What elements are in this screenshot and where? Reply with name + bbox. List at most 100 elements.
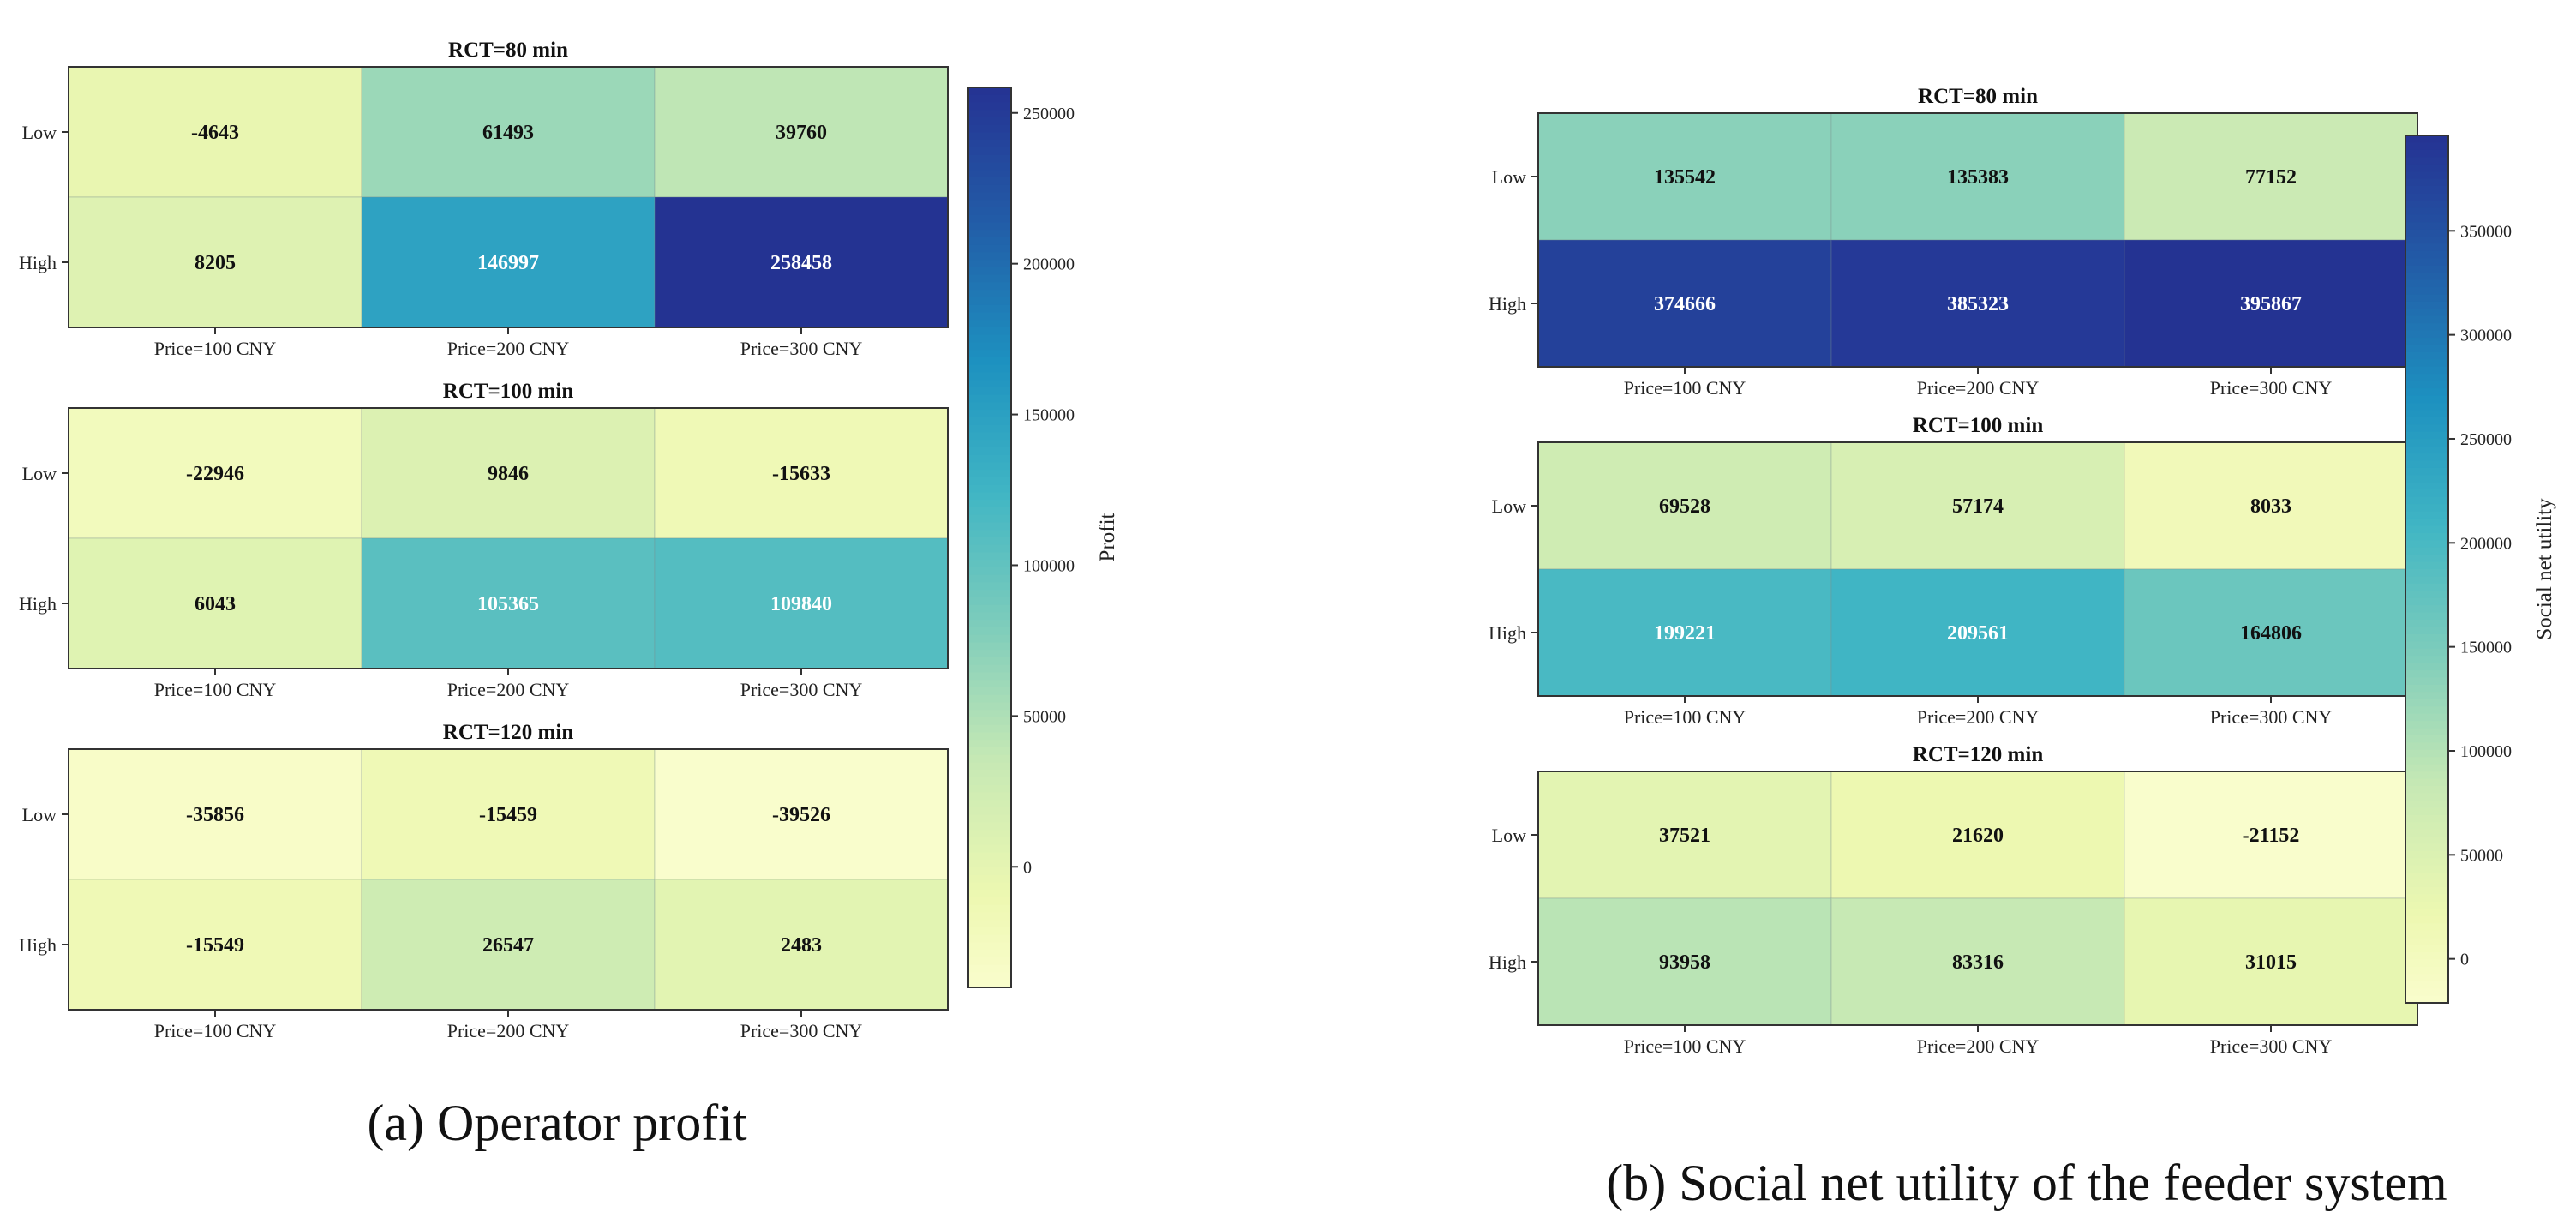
colorbar-segment bbox=[2405, 837, 2448, 845]
colorbar-frame bbox=[2405, 135, 2449, 1004]
colorbar-segment bbox=[2405, 858, 2448, 867]
colorbar-segment bbox=[968, 860, 1011, 868]
colorbar-segment bbox=[968, 972, 1011, 981]
cell-value-label: 9846 bbox=[488, 463, 529, 485]
colorbar-segment bbox=[968, 500, 1011, 508]
cell-value-label: -39526 bbox=[772, 804, 830, 826]
x-tick-label: Price=100 CNY bbox=[1624, 706, 1746, 728]
colorbar-tick-label: 150000 bbox=[2460, 639, 2512, 657]
heatmap-cell bbox=[1537, 771, 1832, 899]
colorbar-segment bbox=[968, 717, 1011, 726]
colorbar-segment bbox=[968, 334, 1011, 344]
colorbar-segment bbox=[968, 214, 1011, 224]
colorbar-segment bbox=[2405, 597, 2448, 606]
colorbar-segment bbox=[968, 920, 1011, 928]
colorbar-segment bbox=[968, 807, 1011, 816]
colorbar-segment bbox=[2405, 612, 2448, 621]
cell-value-label: 105365 bbox=[477, 593, 539, 615]
colorbar-segment bbox=[968, 634, 1011, 644]
heatmap-cell bbox=[1537, 239, 1832, 368]
y-tick-label: Low bbox=[1492, 166, 1526, 188]
colorbar-segment bbox=[2405, 323, 2448, 332]
x-tick-label: Price=300 CNY bbox=[2210, 1035, 2333, 1057]
colorbar-segment bbox=[2405, 909, 2448, 917]
colorbar-segment bbox=[968, 747, 1011, 756]
heatmap-cell bbox=[1830, 112, 2125, 241]
colorbar-segment bbox=[968, 184, 1011, 194]
colorbar-label: Profit bbox=[1096, 513, 1119, 561]
heatmap-cell bbox=[2124, 771, 2418, 899]
colorbar-segment bbox=[968, 567, 1011, 576]
colorbar-tick-label: 350000 bbox=[2460, 222, 2512, 241]
colorbar-segment bbox=[968, 230, 1011, 238]
colorbar-segment bbox=[2405, 374, 2448, 382]
colorbar-segment bbox=[2405, 627, 2448, 635]
x-tick-label: Price=200 CNY bbox=[1917, 1035, 2040, 1057]
cell-value-label: -22946 bbox=[186, 463, 244, 485]
x-tick-label: Price=100 CNY bbox=[154, 1020, 277, 1041]
colorbar-segment bbox=[2405, 951, 2448, 960]
colorbar-segment bbox=[2405, 417, 2448, 425]
cell-value-label: 61493 bbox=[482, 122, 534, 144]
colorbar-segment bbox=[2405, 771, 2448, 780]
colorbar-segment bbox=[2405, 684, 2448, 693]
y-tick-label: High bbox=[1489, 622, 1526, 644]
colorbar-segment bbox=[2405, 923, 2448, 932]
colorbar-segment bbox=[2405, 410, 2448, 418]
colorbar-segment bbox=[2405, 873, 2448, 881]
colorbar-segment bbox=[968, 687, 1011, 696]
x-tick-label: Price=200 CNY bbox=[447, 1020, 570, 1041]
colorbar-segment bbox=[968, 267, 1011, 276]
colorbar-segment bbox=[968, 927, 1011, 936]
colorbar-segment bbox=[2405, 995, 2448, 1004]
cell-value-label: 385323 bbox=[1947, 293, 2009, 315]
colorbar-segment bbox=[2405, 511, 2448, 519]
colorbar-segment bbox=[968, 552, 1011, 561]
x-tick-label: Price=300 CNY bbox=[740, 679, 863, 700]
colorbar-segment bbox=[968, 867, 1011, 876]
colorbar-segment bbox=[2405, 786, 2448, 795]
colorbar-segment bbox=[968, 882, 1011, 891]
colorbar: 0 50000 100000 150000 200000 250000 300000 3500… bbox=[2405, 135, 2556, 1004]
colorbar-segment bbox=[968, 147, 1011, 156]
colorbar-tick-label: 300000 bbox=[2460, 327, 2512, 345]
colorbar-segment bbox=[2405, 793, 2448, 801]
colorbar-segment bbox=[2405, 677, 2448, 686]
colorbar-tick-label: 100000 bbox=[1023, 556, 1075, 575]
colorbar-segment bbox=[968, 590, 1011, 598]
colorbar-segment bbox=[2405, 959, 2448, 968]
colorbar-segment bbox=[968, 87, 1011, 96]
cell-value-label: 395867 bbox=[2240, 293, 2302, 315]
colorbar-segment bbox=[968, 492, 1011, 501]
colorbar-tick-label: 200000 bbox=[2460, 534, 2512, 553]
colorbar-segment bbox=[2405, 496, 2448, 505]
panel-title: RCT=100 min bbox=[1913, 414, 2044, 437]
colorbar-segment bbox=[968, 424, 1011, 434]
colorbar-segment bbox=[2405, 518, 2448, 526]
y-tick-label: Low bbox=[22, 463, 57, 484]
cell-value-label: 83316 bbox=[1952, 951, 2004, 974]
colorbar-segment bbox=[968, 800, 1011, 808]
colorbar-segment bbox=[968, 582, 1011, 591]
colorbar-segment bbox=[968, 642, 1011, 651]
colorbar-segment bbox=[968, 357, 1011, 366]
colorbar-segment bbox=[968, 237, 1011, 246]
heatmap-cell bbox=[654, 537, 949, 669]
colorbar-segment bbox=[2405, 467, 2448, 476]
colorbar-segment bbox=[968, 110, 1011, 118]
cell-value-label: 199221 bbox=[1654, 622, 1716, 645]
colorbar-segment bbox=[2405, 446, 2448, 454]
colorbar-segment bbox=[2405, 713, 2448, 722]
colorbar-segment bbox=[2405, 258, 2448, 267]
x-tick-label: Price=200 CNY bbox=[1917, 377, 2040, 399]
colorbar-segment bbox=[968, 777, 1011, 786]
colorbar-segment bbox=[968, 192, 1011, 201]
colorbar-segment bbox=[2405, 605, 2448, 614]
x-tick-label: Price=100 CNY bbox=[1624, 1035, 1746, 1057]
cell-value-label: 6043 bbox=[195, 593, 236, 615]
colorbar-segment bbox=[2405, 706, 2448, 715]
colorbar-segment bbox=[2405, 265, 2448, 273]
colorbar-segment bbox=[2405, 186, 2448, 195]
colorbar-segment bbox=[968, 297, 1011, 306]
colorbar-segment bbox=[2405, 214, 2448, 223]
